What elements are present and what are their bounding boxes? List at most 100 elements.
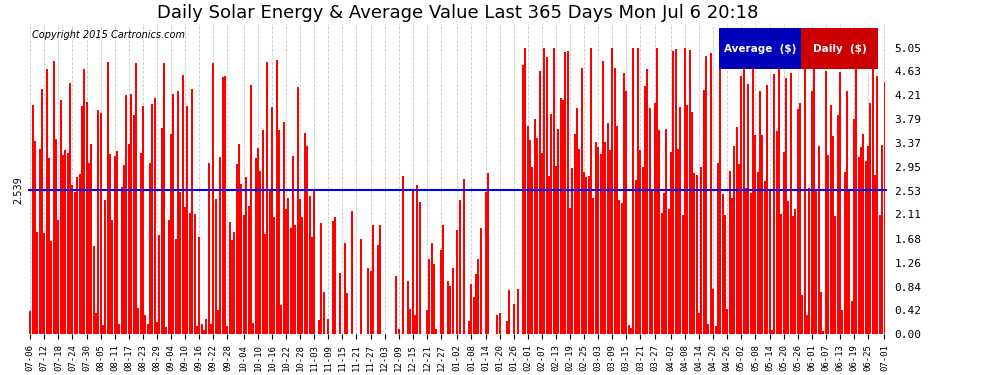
Bar [879, 214, 881, 334]
Bar [318, 320, 320, 334]
Bar [529, 140, 531, 334]
Bar [304, 133, 306, 334]
Bar [191, 88, 193, 334]
Bar [90, 144, 92, 334]
Bar [752, 62, 754, 334]
Bar [210, 324, 212, 334]
Bar [328, 319, 330, 334]
Bar [717, 164, 719, 334]
Bar [283, 122, 285, 334]
Bar [809, 188, 811, 334]
Bar [50, 241, 52, 334]
Bar [440, 250, 442, 334]
Bar [782, 153, 785, 334]
Bar [592, 198, 594, 334]
Bar [369, 271, 371, 334]
Bar [552, 48, 554, 334]
Bar [222, 77, 224, 334]
Bar [360, 239, 362, 334]
Bar [785, 78, 787, 334]
Bar [712, 289, 714, 334]
Bar [151, 104, 153, 334]
Bar [184, 207, 186, 334]
Bar [208, 163, 210, 334]
Bar [611, 48, 613, 334]
Bar [175, 239, 177, 334]
Bar [801, 295, 803, 334]
Bar [496, 315, 498, 334]
Bar [590, 48, 592, 334]
Bar [539, 71, 541, 334]
Bar [867, 146, 869, 334]
Bar [619, 200, 621, 334]
Bar [249, 85, 251, 334]
Bar [731, 198, 733, 334]
Bar [724, 215, 726, 334]
Bar [525, 48, 527, 334]
Bar [644, 86, 646, 334]
Bar [742, 48, 744, 334]
Bar [402, 177, 404, 334]
Bar [799, 103, 801, 334]
Bar [508, 290, 510, 334]
Bar [100, 113, 102, 334]
Bar [527, 126, 529, 334]
Bar [670, 152, 672, 334]
Bar [107, 62, 109, 334]
Bar [756, 172, 758, 334]
Bar [294, 225, 296, 334]
Bar [433, 264, 435, 334]
Bar [600, 154, 602, 334]
Bar [447, 281, 449, 334]
Bar [663, 193, 665, 334]
Bar [116, 152, 118, 334]
Bar [431, 243, 433, 334]
Bar [205, 319, 207, 334]
Bar [287, 198, 289, 334]
Bar [771, 330, 773, 334]
Bar [76, 177, 78, 334]
Bar [518, 288, 520, 334]
Bar [297, 87, 299, 334]
Bar [81, 106, 83, 334]
Bar [853, 119, 855, 334]
Bar [456, 230, 458, 334]
Bar [254, 158, 256, 334]
Bar [30, 311, 32, 334]
Bar [165, 327, 167, 334]
Bar [792, 216, 794, 334]
Bar [189, 213, 191, 334]
Bar [741, 76, 742, 334]
Text: 2.539: 2.539 [14, 176, 24, 204]
Title: Daily Solar Energy & Average Value Last 365 Days Mon Jul 6 20:18: Daily Solar Energy & Average Value Last … [156, 4, 758, 22]
Bar [813, 59, 815, 334]
FancyBboxPatch shape [720, 28, 801, 69]
Bar [256, 148, 259, 334]
Bar [451, 267, 453, 334]
Bar [818, 146, 820, 334]
Bar [835, 216, 837, 334]
Bar [604, 142, 606, 334]
Bar [126, 95, 128, 334]
Bar [571, 168, 573, 334]
Bar [449, 286, 451, 334]
Bar [339, 273, 341, 334]
Bar [559, 98, 561, 334]
Bar [275, 60, 277, 334]
Bar [64, 150, 66, 334]
Bar [614, 68, 616, 334]
Bar [862, 134, 864, 334]
Bar [426, 310, 428, 334]
Bar [193, 214, 196, 334]
Bar [588, 176, 590, 334]
Bar [544, 48, 545, 334]
Text: Average  ($): Average ($) [724, 44, 796, 54]
Bar [398, 328, 400, 334]
Bar [734, 146, 736, 334]
Bar [679, 107, 681, 334]
Bar [736, 127, 738, 334]
Bar [241, 184, 243, 334]
Bar [487, 173, 489, 334]
Bar [346, 293, 348, 334]
Bar [179, 192, 181, 334]
